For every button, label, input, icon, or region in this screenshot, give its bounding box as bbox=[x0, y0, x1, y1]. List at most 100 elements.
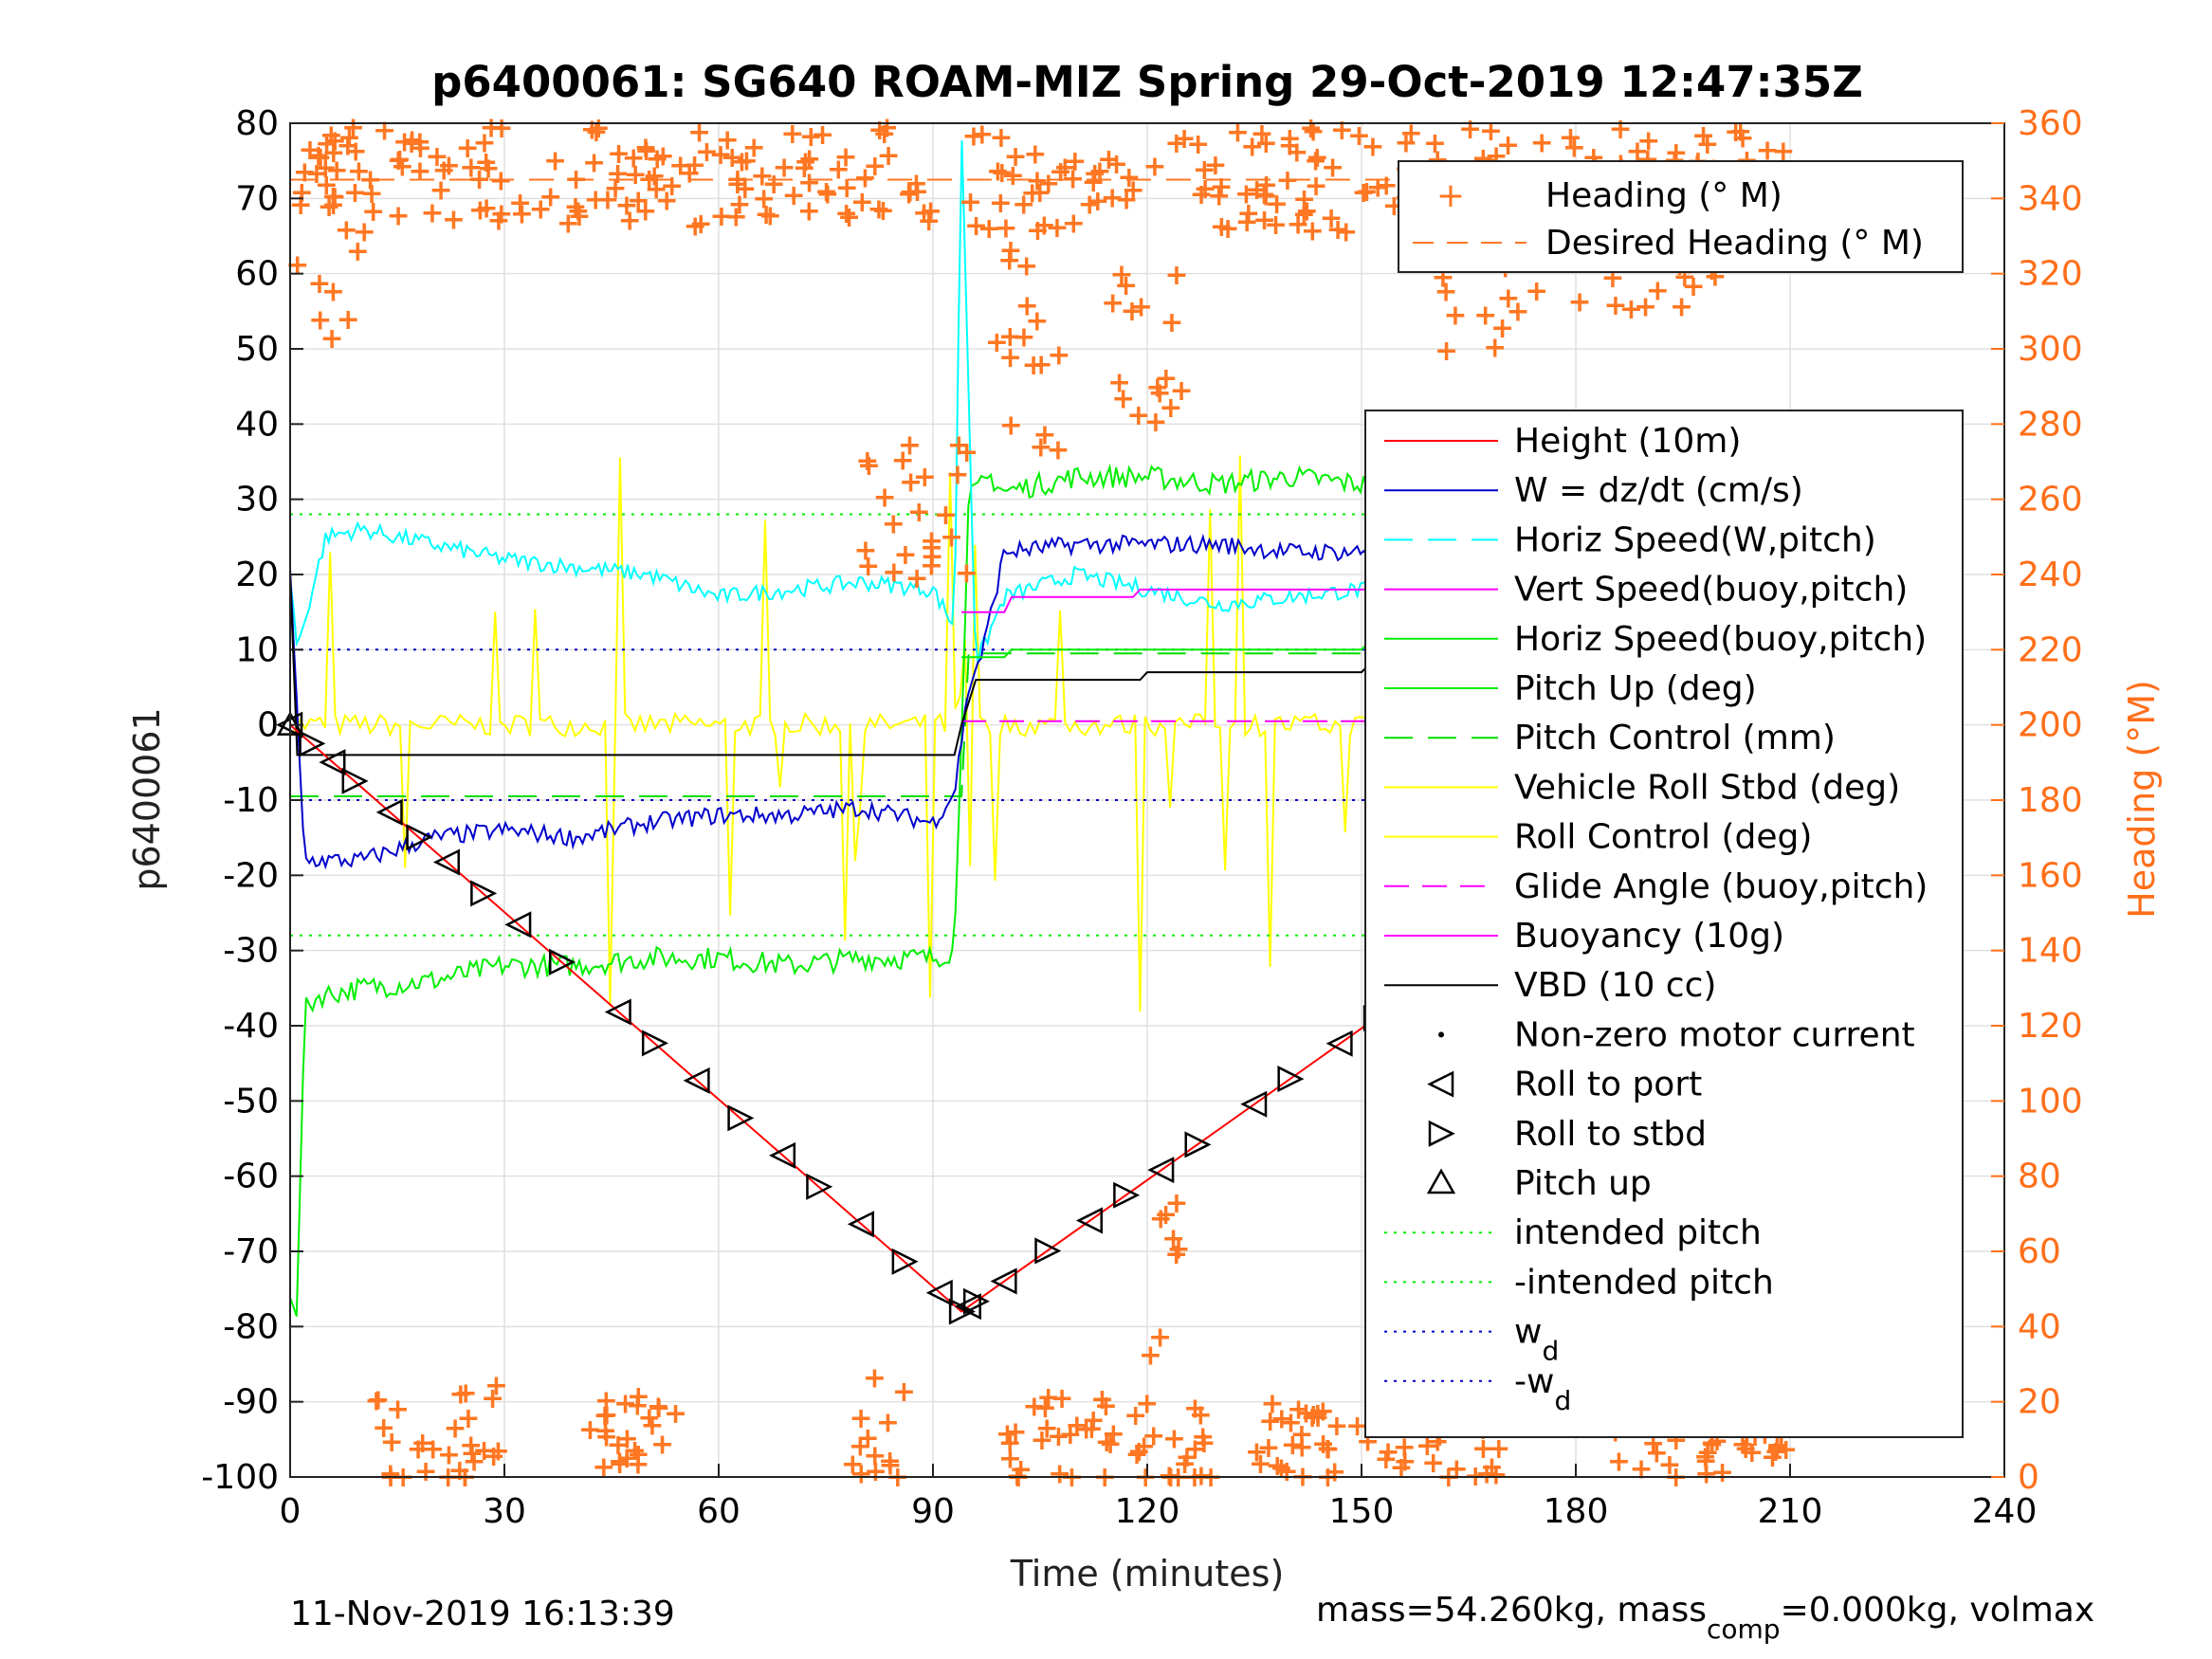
heading-point: + bbox=[1334, 215, 1358, 248]
x-tick-label: 0 bbox=[280, 1492, 302, 1531]
heading-point: + bbox=[490, 112, 514, 145]
heading-point: + bbox=[386, 1393, 410, 1426]
heading-point: + bbox=[1216, 212, 1239, 246]
heading-point: + bbox=[934, 499, 958, 532]
heading-point: + bbox=[1487, 1432, 1510, 1466]
roll-to-stbd-marker bbox=[299, 730, 326, 757]
heading-point: + bbox=[380, 1426, 404, 1459]
heading-point: + bbox=[594, 1414, 617, 1448]
heading-point: + bbox=[1245, 173, 1269, 207]
heading-point: + bbox=[1139, 1339, 1162, 1372]
heading-point: + bbox=[834, 140, 858, 173]
heading-point: + bbox=[1122, 174, 1145, 208]
heading-point: + bbox=[1670, 291, 1693, 324]
roll-to-stbd-marker bbox=[806, 1173, 833, 1200]
heading-point: + bbox=[460, 1437, 484, 1470]
heading-point: + bbox=[622, 141, 646, 174]
heading-point: + bbox=[898, 429, 922, 463]
heading-point: + bbox=[855, 445, 879, 478]
heading-point: + bbox=[1036, 168, 1060, 201]
heading-point: + bbox=[997, 245, 1021, 278]
heading-point: + bbox=[647, 1392, 670, 1425]
heading-point: + bbox=[321, 137, 345, 170]
heading-point: + bbox=[1074, 1413, 1098, 1446]
heading-point: + bbox=[1135, 1388, 1159, 1421]
heading-point: + bbox=[1126, 399, 1150, 432]
heading-point: + bbox=[864, 1455, 887, 1488]
legend-label-pitch-up: Pitch up bbox=[1514, 1164, 1652, 1203]
heading-point: + bbox=[343, 176, 367, 210]
x-axis-label: Time (minutes) bbox=[1010, 1553, 1285, 1595]
heading-point: + bbox=[293, 155, 317, 189]
heading-point: + bbox=[1009, 1453, 1033, 1486]
heading-point: + bbox=[735, 145, 759, 178]
legend-label-horiz-speed-buoy-pitch: Horiz Speed(buoy,pitch) bbox=[1514, 620, 1927, 659]
heading-point: + bbox=[1496, 129, 1520, 162]
roll-to-port-marker bbox=[769, 1141, 796, 1169]
heading-point: + bbox=[1645, 1437, 1669, 1470]
heading-point: + bbox=[668, 149, 692, 182]
heading-point: + bbox=[1696, 1436, 1720, 1469]
heading-point: + bbox=[1305, 170, 1328, 203]
heading-point: + bbox=[999, 409, 1023, 442]
heading-point: + bbox=[1761, 1441, 1784, 1474]
heading-point: + bbox=[1025, 304, 1049, 337]
heading-point: + bbox=[893, 538, 917, 572]
heading-point: + bbox=[1021, 349, 1045, 382]
heading-point: + bbox=[1252, 178, 1276, 211]
heading-point: + bbox=[752, 183, 776, 216]
heading-point: + bbox=[1299, 112, 1323, 145]
heading-point: + bbox=[1159, 392, 1182, 425]
heading-point: + bbox=[314, 152, 338, 185]
heading-point: + bbox=[755, 198, 778, 231]
heading-point: + bbox=[878, 1445, 902, 1478]
roll-to-stbd-marker bbox=[1184, 1131, 1212, 1158]
heading-point: + bbox=[582, 147, 606, 180]
roll-to-stbd-marker bbox=[341, 767, 369, 794]
heading-point: + bbox=[626, 1448, 649, 1481]
heading-point: + bbox=[1731, 121, 1755, 155]
heading-point: + bbox=[759, 200, 782, 233]
heading-point: + bbox=[1525, 275, 1548, 308]
roll-to-port-marker bbox=[1075, 1207, 1103, 1234]
heading-point: + bbox=[814, 175, 838, 209]
heading-point: + bbox=[448, 1454, 471, 1487]
heading-point: + bbox=[1170, 374, 1194, 408]
roll-to-stbd-marker bbox=[891, 1248, 919, 1275]
heading-point: + bbox=[315, 127, 338, 160]
y2-tick-label: 160 bbox=[2018, 856, 2083, 895]
heading-point: + bbox=[400, 124, 424, 157]
heading-point: + bbox=[285, 248, 309, 282]
heading-point: + bbox=[689, 208, 713, 241]
y2-tick-label: 360 bbox=[2018, 104, 2083, 143]
y2-tick-label: 120 bbox=[2018, 1007, 2083, 1046]
y-tick-label: -90 bbox=[223, 1383, 279, 1422]
heading-point: + bbox=[905, 168, 928, 201]
heading-point: + bbox=[353, 216, 376, 249]
heading-point: + bbox=[841, 1448, 865, 1481]
heading-point: + bbox=[750, 160, 774, 193]
heading-point: + bbox=[1423, 127, 1447, 160]
heading-point: + bbox=[1355, 175, 1379, 209]
heading-point: + bbox=[1265, 188, 1289, 221]
heading-point: + bbox=[1101, 286, 1124, 319]
heading-point: + bbox=[1619, 293, 1643, 326]
heading-point: + bbox=[797, 195, 821, 228]
heading-point: + bbox=[827, 153, 850, 186]
heading-point: + bbox=[643, 159, 667, 192]
y2-tick-label: 320 bbox=[2018, 255, 2083, 294]
legend-swatch-roll-to-stbd bbox=[1428, 1120, 1455, 1147]
x-tick-label: 120 bbox=[1115, 1492, 1180, 1531]
heading-point: + bbox=[624, 158, 648, 191]
heading-point: + bbox=[1608, 113, 1632, 146]
heading-point: + bbox=[1107, 367, 1131, 400]
heading-point: + bbox=[1559, 121, 1582, 155]
heading-point: + bbox=[1143, 406, 1167, 439]
heading-point: + bbox=[459, 151, 483, 184]
heading-point: + bbox=[1090, 1383, 1114, 1416]
heading-point: + bbox=[837, 201, 861, 234]
heading-point: + bbox=[480, 111, 503, 144]
heading-point: + bbox=[1105, 148, 1128, 181]
heading-point: + bbox=[1124, 1399, 1147, 1432]
roll-to-port-marker bbox=[432, 848, 460, 876]
